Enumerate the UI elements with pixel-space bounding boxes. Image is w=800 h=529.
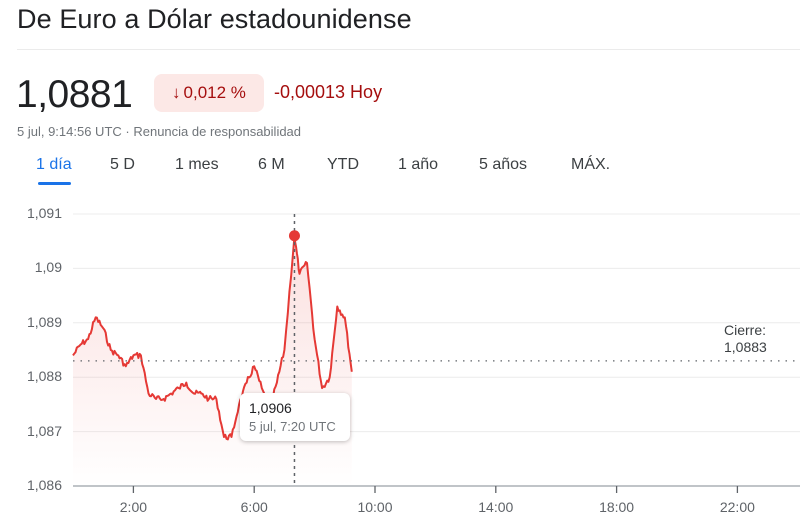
x-axis (73, 485, 800, 493)
y-tick-label: 1,086 (26, 477, 62, 493)
price-chart[interactable]: 1,086 1,087 1,088 1,089 1,09 1,091 2:00 6:00 10… (0, 195, 800, 529)
tooltip-time: 5 jul, 7:20 UTC (249, 419, 336, 434)
previous-close-label: Cierre: 1,0883 (724, 322, 767, 356)
change-percent-badge: ↓ 0,012 % (154, 74, 264, 112)
divider (17, 49, 800, 50)
page-title: De Euro a Dólar estadounidense (17, 4, 412, 34)
x-tick-label: 18:00 (599, 499, 635, 515)
timestamp: 5 jul, 9:14:56 UTC (17, 124, 122, 139)
price-area (73, 235, 352, 486)
current-price: 1,0881 (16, 73, 133, 116)
tab-1-mes[interactable]: 1 mes (175, 156, 219, 173)
tooltip-value: 1,0906 (249, 400, 292, 416)
y-tick-label: 1,087 (26, 422, 62, 439)
tab-5-d[interactable]: 5 D (110, 156, 135, 173)
range-tabs: 1 día 5 D 1 mes 6 M YTD 1 año 5 años MÁX… (0, 152, 800, 188)
x-tick-label: 2:00 (119, 499, 148, 515)
tab-5-anos[interactable]: 5 años (479, 156, 528, 173)
x-tick-label: 10:00 (357, 499, 393, 515)
x-tick-label: 22:00 (719, 499, 755, 515)
y-tick-label: 1,088 (26, 368, 62, 385)
tab-1-ano[interactable]: 1 año (398, 156, 439, 173)
y-tick-label: 1,091 (26, 205, 62, 221)
arrow-down-icon: ↓ (172, 83, 181, 102)
change-percent: 0,012 % (183, 83, 246, 102)
close-caption: Cierre: (724, 322, 767, 338)
disclaimer-link[interactable]: Renuncia de responsabilidad (133, 124, 302, 139)
chart-tooltip: 1,0906 5 jul, 7:20 UTC (240, 393, 350, 441)
chart-canvas (72, 213, 800, 493)
change-absolute: -0,00013 Hoy (274, 82, 383, 102)
tab-ytd[interactable]: YTD (327, 156, 359, 173)
separator: · (121, 124, 134, 139)
active-tab-indicator (38, 182, 71, 185)
quote-meta: 5 jul, 9:14:56 UTC · Renuncia de respons… (17, 124, 301, 139)
gridlines (73, 213, 800, 433)
tab-max[interactable]: MÁX. (571, 156, 611, 173)
highlight-point (288, 230, 300, 242)
close-value: 1,0883 (724, 339, 767, 355)
x-tick-label: 6:00 (240, 499, 268, 515)
price-line (72, 234, 353, 441)
x-tick-label: 14:00 (478, 499, 514, 515)
y-tick-label: 1,09 (34, 259, 62, 276)
y-tick-label: 1,089 (26, 313, 62, 330)
tab-6-m[interactable]: 6 M (258, 156, 285, 173)
tab-1-dia[interactable]: 1 día (36, 156, 72, 173)
